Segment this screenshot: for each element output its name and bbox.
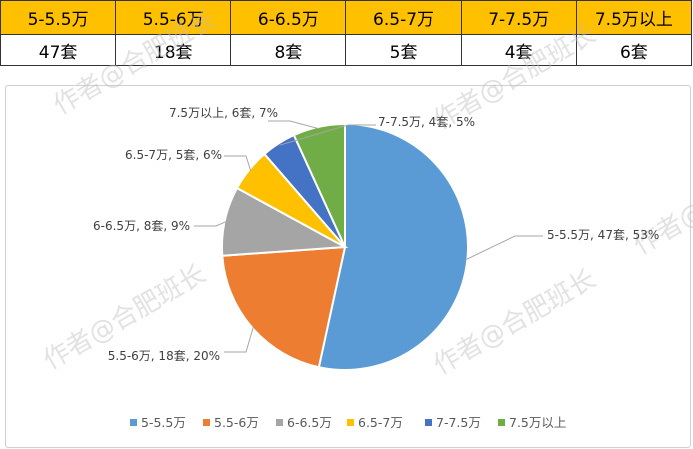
legend-swatch	[203, 419, 210, 426]
header-cell: 6.5-7万	[345, 0, 462, 35]
data-label: 7-7.5万, 4套, 5%	[378, 115, 475, 129]
pie-slice	[292, 122, 346, 248]
legend-swatch	[276, 419, 283, 426]
legend-swatch	[130, 419, 137, 426]
legend-swatch	[425, 419, 432, 426]
summary-table: 5-5.5万 5.5-6万 6-6.5万 6.5-7万 7-7.5万 7.5万以…	[0, 0, 693, 66]
data-label: 7.5万以上, 6套, 7%	[169, 106, 278, 120]
pie-slices	[220, 122, 469, 371]
leader-line	[224, 155, 252, 172]
legend: 5-5.5万 5.5-6万 6-6.5万 6.5-7万 7-7.5万 7.5万以上	[130, 415, 566, 430]
count-cell: 47套	[0, 34, 117, 66]
data-label: 6.5-7万, 5套, 6%	[125, 148, 222, 162]
legend-item: 6.5-7万	[347, 415, 403, 430]
leader-lines	[194, 120, 543, 353]
data-labels: 5-5.5万, 47套, 53% 5.5-6万, 18套, 20% 6-6.5万, …	[93, 106, 659, 363]
count-cell: 6套	[575, 34, 693, 66]
count-cell: 4套	[460, 34, 577, 66]
count-cell: 5套	[345, 34, 462, 66]
legend-item: 7.5万以上	[498, 415, 566, 430]
table-header-row: 5-5.5万 5.5-6万 6-6.5万 6.5-7万 7-7.5万 7.5万以…	[0, 0, 693, 35]
header-cell: 7-7.5万	[460, 0, 577, 35]
data-label: 6-6.5万, 8套, 9%	[93, 219, 190, 233]
watermark-text: 作者@合肥班长	[49, 4, 222, 121]
legend-swatch	[498, 419, 505, 426]
leader-line	[465, 235, 543, 261]
legend-label: 5.5-6万	[214, 415, 259, 430]
legend-item: 6-6.5万	[276, 415, 332, 430]
legend-item: 5-5.5万	[130, 415, 186, 430]
legend-label: 5-5.5万	[141, 415, 186, 430]
legend-label: 7.5万以上	[509, 415, 566, 430]
watermark-text: 作者@合肥班长	[629, 144, 693, 261]
count-cell: 8套	[230, 34, 347, 66]
legend-label: 6-6.5万	[287, 415, 332, 430]
pie-slice	[221, 245, 347, 369]
leader-line	[268, 120, 320, 130]
header-cell: 7.5万以上	[575, 0, 693, 35]
data-label: 5-5.5万, 47套, 53%	[547, 228, 659, 242]
header-cell: 5-5.5万	[0, 0, 117, 35]
pie-slice	[317, 122, 469, 371]
legend-item: 5.5-6万	[203, 415, 259, 430]
data-label: 5.5-6万, 18套, 20%	[108, 349, 220, 363]
leader-line	[194, 220, 227, 227]
legend-item: 7-7.5万	[425, 415, 481, 430]
table-row: 47套 18套 8套 5套 4套 6套	[0, 34, 693, 66]
leader-line	[224, 326, 255, 353]
legend-label: 7-7.5万	[436, 415, 481, 430]
legend-label: 6.5-7万	[358, 415, 403, 430]
count-cell: 18套	[115, 34, 232, 66]
leader-line	[279, 124, 376, 146]
legend-swatch	[347, 419, 354, 426]
